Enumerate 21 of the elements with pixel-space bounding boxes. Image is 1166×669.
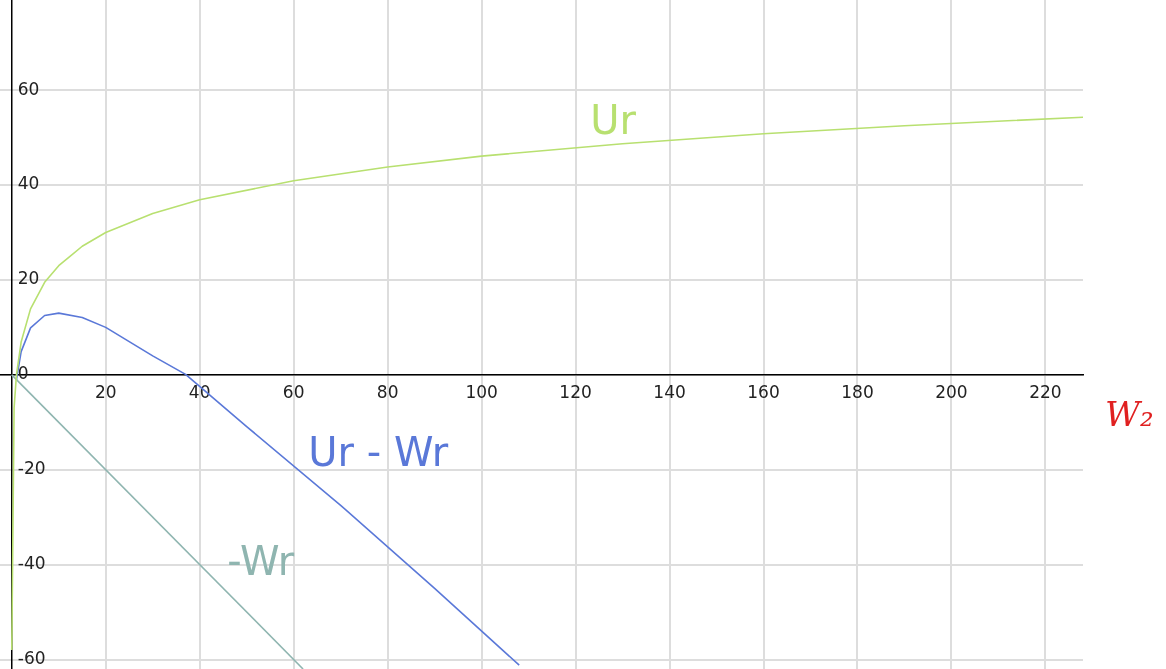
x-tick-label: 140 xyxy=(653,382,686,403)
x-tick-label: 200 xyxy=(935,382,968,403)
x-tick-label: 100 xyxy=(465,382,498,403)
y-tick-label: 40 xyxy=(17,173,40,194)
x-axis-title: W₂ xyxy=(1105,393,1154,434)
y-tick-label: 60 xyxy=(17,78,40,99)
y-tick-label: -60 xyxy=(17,647,46,668)
x-tick-label: 120 xyxy=(559,382,592,403)
y-tick-label: -40 xyxy=(17,553,46,574)
x-tick-label: 80 xyxy=(376,382,399,403)
y-tick-label: 20 xyxy=(17,268,40,289)
series-label: Ur - Wr xyxy=(308,428,449,475)
series-label: Ur xyxy=(590,96,637,143)
x-tick-label: 160 xyxy=(747,382,780,403)
x-tick-label: 40 xyxy=(188,382,211,403)
x-tick-label: 60 xyxy=(282,382,305,403)
x-tick-label: 20 xyxy=(94,382,117,403)
x-tick-label: 180 xyxy=(841,382,874,403)
series-label: -Wr xyxy=(227,538,295,585)
x-tick-label: 220 xyxy=(1029,382,1062,403)
y-tick-label: -20 xyxy=(17,458,46,479)
